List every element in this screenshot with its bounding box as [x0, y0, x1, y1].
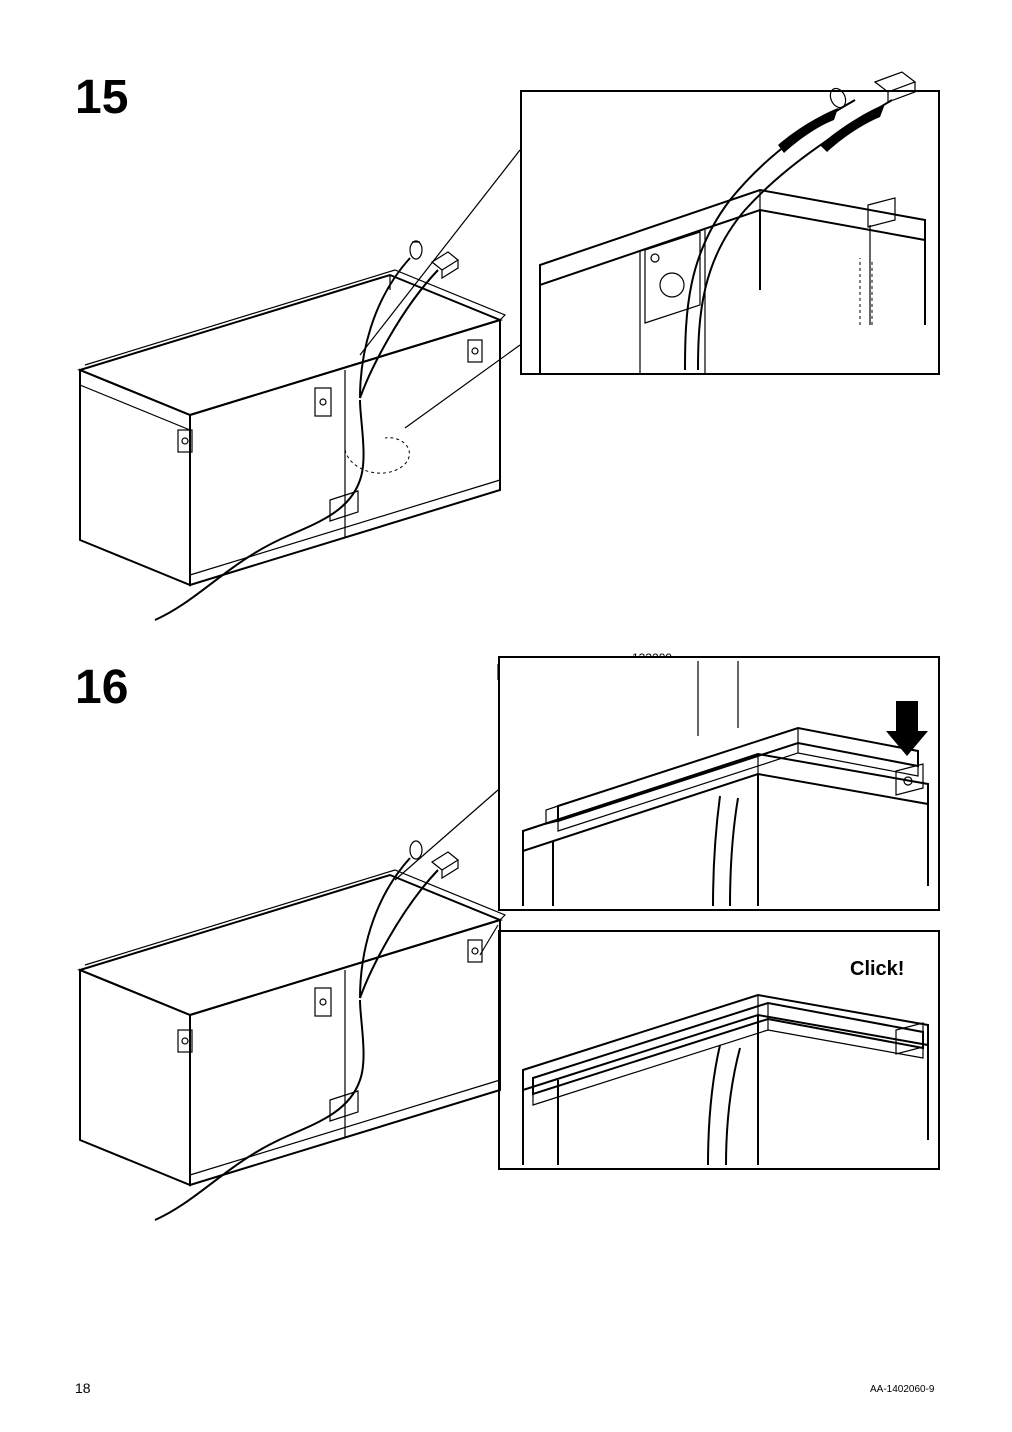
- step-16-number: 16: [75, 660, 128, 715]
- footer-doc-id: AA-1402060-9: [870, 1384, 935, 1395]
- footer-page-number: 18: [75, 1380, 91, 1396]
- step-15-detail-drawing: [520, 90, 940, 375]
- step-16-lower-drawing: [498, 930, 940, 1170]
- step-15-number: 15: [75, 70, 128, 125]
- step-16-upper-drawing: [498, 656, 940, 911]
